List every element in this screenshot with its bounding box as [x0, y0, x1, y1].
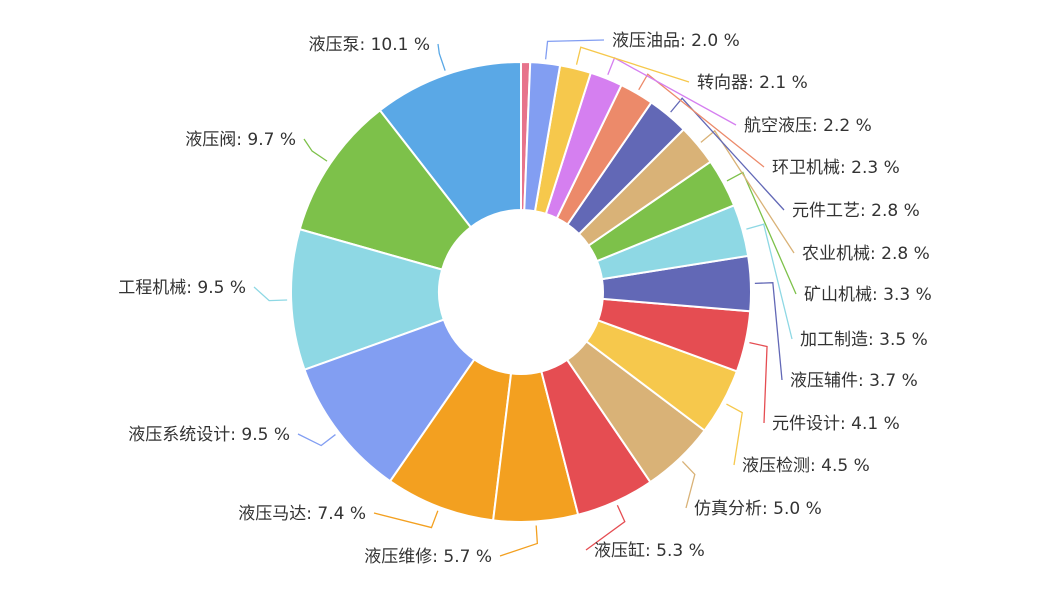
- leader-line-6: [585, 504, 626, 551]
- slice-label-12: 矿山机械: 3.3 %: [804, 285, 932, 305]
- leader-line-18: [544, 39, 605, 60]
- leader-line-10: [754, 282, 783, 381]
- leader-line-0: [437, 43, 446, 71]
- leader-line-11: [746, 223, 793, 340]
- slice-label-4: 液压马达: 7.4 %: [238, 504, 366, 524]
- slice-label-16: 航空液压: 2.2 %: [744, 116, 872, 136]
- leader-line-8: [726, 403, 743, 466]
- slice-label-1: 液压阀: 9.7 %: [185, 130, 296, 150]
- pie-slice-9[interactable]: [596, 297, 752, 373]
- slice-label-15: 环卫机械: 2.3 %: [772, 158, 900, 178]
- leader-line-9: [749, 341, 768, 424]
- pie-slice-1[interactable]: [298, 108, 473, 271]
- pie-slice-3[interactable]: [303, 318, 476, 483]
- slice-label-2: 工程机械: 9.5 %: [118, 278, 246, 298]
- slice-label-14: 元件工艺: 2.8 %: [792, 201, 920, 221]
- slice-label-10: 液压辅件: 3.7 %: [790, 371, 918, 391]
- leader-line-2: [253, 286, 288, 302]
- leader-line-4: [373, 510, 439, 529]
- pie-slice-5[interactable]: [492, 370, 580, 523]
- slice-label-18: 液压油品: 2.0 %: [612, 31, 740, 51]
- leader-line-1: [303, 138, 328, 162]
- leader-line-3: [297, 433, 336, 447]
- pie-slice-12[interactable]: [587, 160, 736, 263]
- pie-slice-10[interactable]: [600, 254, 752, 313]
- slice-label-9: 元件设计: 4.1 %: [772, 414, 900, 434]
- pie-slice-15[interactable]: [555, 83, 653, 226]
- pie-slice-0[interactable]: [378, 60, 522, 229]
- leader-line-14: [670, 97, 785, 211]
- slice-label-8: 液压检测: 4.5 %: [742, 456, 870, 476]
- slice-label-5: 液压维修: 5.7 %: [364, 547, 492, 567]
- leader-line-7: [681, 460, 696, 509]
- pie-slice-7[interactable]: [565, 339, 707, 484]
- pie-slice-8[interactable]: [585, 318, 739, 432]
- pie-slice-2[interactable]: [290, 227, 446, 371]
- slice-label-7: 仿真分析: 5.0 %: [694, 499, 822, 519]
- pie-slice-18[interactable]: [523, 61, 562, 213]
- pie-slice-13[interactable]: [577, 127, 712, 247]
- leader-line-13: [700, 129, 795, 254]
- pie-slice-6[interactable]: [540, 358, 652, 516]
- leader-line-15: [638, 73, 765, 168]
- pie-slice-11[interactable]: [595, 203, 750, 281]
- slice-label-17: 转向器: 2.1 %: [697, 73, 808, 93]
- leader-line-12: [726, 171, 797, 295]
- slice-label-13: 农业机械: 2.8 %: [802, 244, 930, 264]
- slice-label-6: 液压缸: 5.3 %: [594, 540, 705, 561]
- leader-line-17: [575, 46, 690, 83]
- pie-slice-4[interactable]: [388, 358, 513, 522]
- leader-line-5: [499, 525, 539, 557]
- slice-label-0: 液压泵: 10.1 %: [308, 35, 430, 55]
- slice-label-3: 液压系统设计: 9.5 %: [128, 425, 290, 445]
- pie-slice-14[interactable]: [566, 101, 686, 236]
- slice-label-11: 加工制造: 3.5 %: [800, 330, 928, 350]
